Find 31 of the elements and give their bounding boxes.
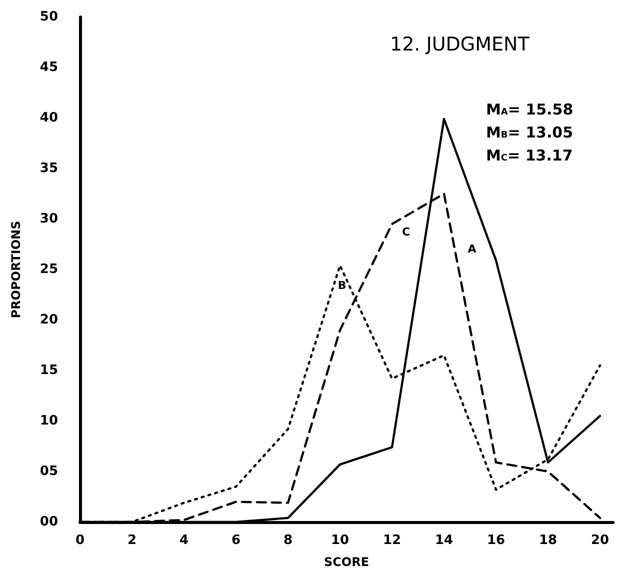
- y-tick-label: 25: [40, 262, 58, 277]
- x-tick-label: 2: [127, 533, 137, 548]
- x-tick-label: 18: [538, 533, 558, 548]
- y-tick-label: 40: [40, 110, 58, 126]
- y-tick-label: 45: [40, 60, 58, 75]
- y-tick-label: 05: [40, 464, 58, 479]
- series-label: B: [338, 278, 346, 292]
- x-tick-label: 10: [330, 533, 350, 548]
- x-axis-title: SCORE: [324, 555, 370, 569]
- y-tick-label: 35: [40, 161, 58, 176]
- y-tick-label: 15: [40, 363, 58, 378]
- series-label: A: [468, 242, 477, 256]
- annotation: MB= 13.05: [486, 124, 574, 142]
- y-tick-label: 00: [40, 514, 58, 530]
- x-tick-label: 20: [590, 533, 610, 548]
- y-axis-title: PROPORTIONS: [9, 220, 23, 318]
- text: 12. JUDGMENT: [390, 34, 530, 56]
- x-tick-label: 6: [231, 533, 241, 548]
- annotation: MC= 13.17: [486, 146, 573, 164]
- x-tick-label: 8: [283, 533, 293, 548]
- annotation: MA= 15.58: [486, 100, 574, 118]
- y-tick-label: 30: [40, 212, 58, 226]
- series-label: C: [402, 225, 410, 238]
- x-tick-label: 16: [486, 533, 506, 548]
- y-tick-label: 20: [40, 312, 58, 328]
- x-tick-label: 12: [382, 533, 402, 548]
- y-tick-label: 50: [40, 10, 58, 24]
- x-tick-label: 4: [179, 533, 189, 548]
- y-tick-label: 10: [40, 414, 58, 428]
- x-tick-label: 14: [434, 533, 454, 548]
- x-tick-label: 0: [75, 533, 85, 548]
